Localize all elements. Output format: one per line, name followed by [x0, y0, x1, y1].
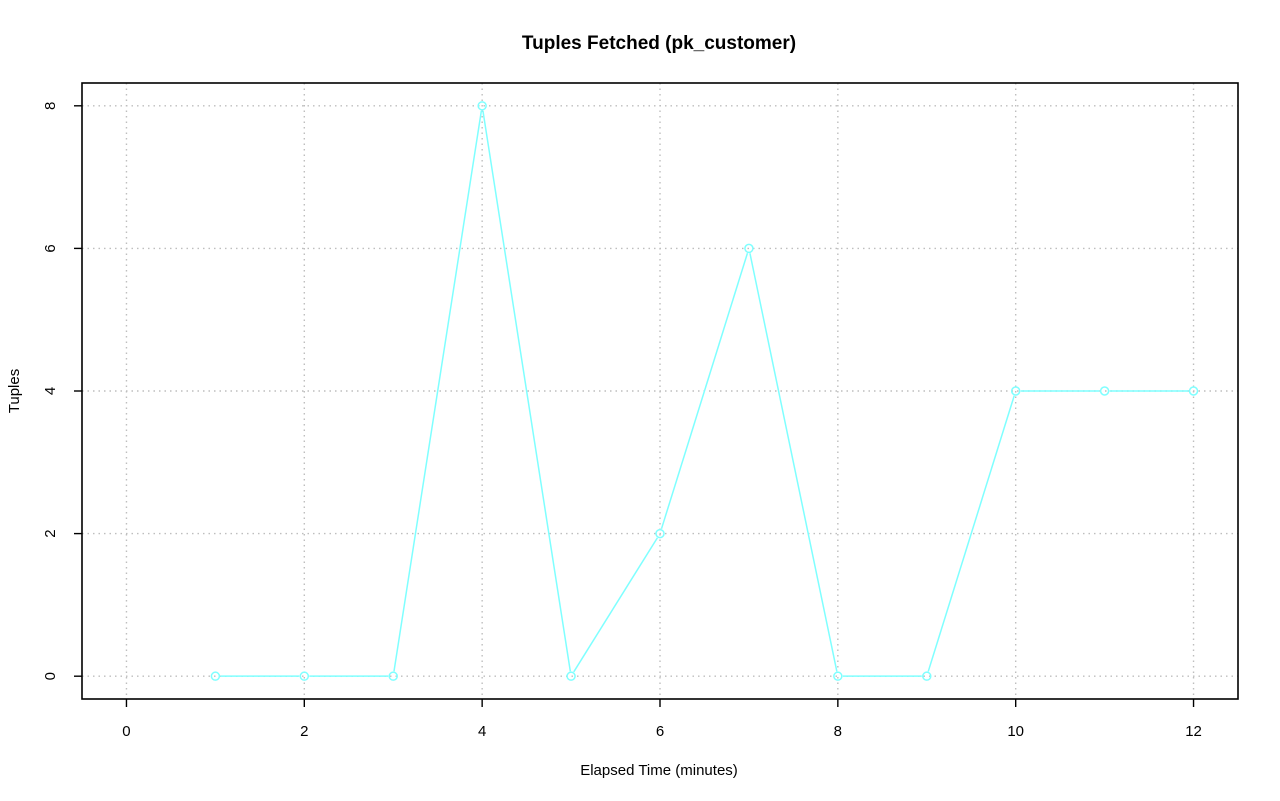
y-tick-label-2: 2 — [42, 529, 59, 537]
x-tick-label-2: 2 — [300, 723, 308, 740]
data-point-5 — [566, 671, 576, 681]
series-0-segment-5 — [660, 252, 749, 530]
x-axis-label: Elapsed Time (minutes) — [580, 762, 738, 779]
data-point-8 — [833, 671, 843, 681]
data-point-1 — [210, 671, 221, 681]
x-tick-label-12: 12 — [1185, 723, 1202, 740]
series-layer — [210, 101, 1199, 681]
data-point-9 — [922, 671, 932, 681]
chart-title: Tuples Fetched (pk_customer) — [522, 33, 796, 54]
data-point-7 — [744, 243, 754, 254]
data-point-6 — [655, 528, 665, 539]
x-axis: 0 2 4 6 8 10 12 — [122, 699, 1202, 740]
series-0-segment-2 — [393, 110, 483, 672]
x-tick-label-4: 4 — [478, 723, 486, 740]
data-point-12 — [1188, 386, 1199, 396]
data-point-11 — [1099, 386, 1110, 396]
y-axis: 0 2 4 6 8 — [42, 102, 82, 680]
x-tick-label-6: 6 — [656, 723, 664, 740]
x-tick-label-0: 0 — [122, 723, 130, 740]
series-0-segment-6 — [749, 253, 838, 672]
series-0-segment-3 — [482, 110, 572, 672]
x-tick-label-8: 8 — [834, 723, 842, 740]
data-point-4 — [477, 101, 487, 111]
series-0-segment-4 — [573, 537, 658, 673]
y-tick-label-4: 4 — [42, 387, 59, 395]
y-axis-label: Tuples — [6, 369, 23, 413]
series-0-segment-8 — [927, 395, 1015, 672]
data-point-2 — [299, 671, 310, 681]
x-tick-label-10: 10 — [1007, 723, 1024, 740]
y-tick-label-0: 0 — [42, 672, 59, 680]
data-point-10 — [1010, 386, 1021, 396]
y-tick-label-6: 6 — [42, 244, 59, 252]
data-point-3 — [388, 671, 398, 681]
y-tick-label-8: 8 — [42, 102, 59, 110]
